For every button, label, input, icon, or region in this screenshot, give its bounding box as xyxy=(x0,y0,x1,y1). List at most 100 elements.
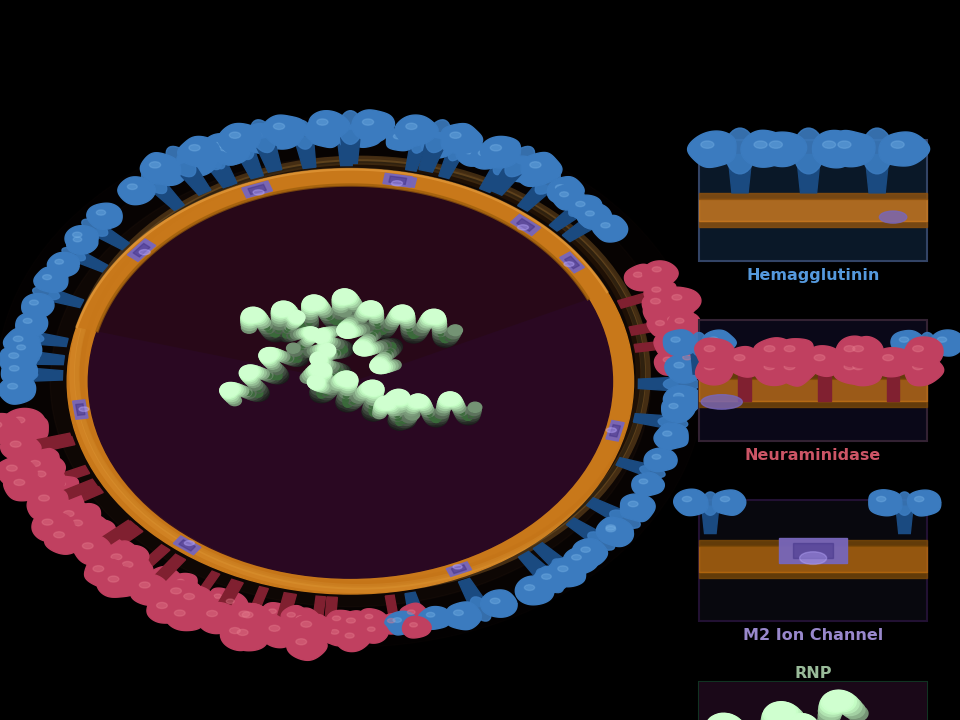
Circle shape xyxy=(423,310,442,323)
Ellipse shape xyxy=(628,501,638,507)
Ellipse shape xyxy=(705,364,715,369)
Circle shape xyxy=(310,362,329,377)
Circle shape xyxy=(337,324,354,337)
Circle shape xyxy=(419,315,435,328)
Ellipse shape xyxy=(900,337,909,342)
Polygon shape xyxy=(896,506,913,534)
Circle shape xyxy=(323,360,336,370)
Polygon shape xyxy=(699,539,927,546)
Circle shape xyxy=(788,714,812,720)
Circle shape xyxy=(335,289,355,304)
Ellipse shape xyxy=(113,549,123,554)
Circle shape xyxy=(371,403,389,417)
Polygon shape xyxy=(255,615,285,637)
Ellipse shape xyxy=(674,393,684,399)
Polygon shape xyxy=(661,296,695,320)
Polygon shape xyxy=(865,155,889,193)
Polygon shape xyxy=(41,466,89,488)
Circle shape xyxy=(366,387,383,400)
Ellipse shape xyxy=(245,611,252,615)
Circle shape xyxy=(267,371,284,384)
Ellipse shape xyxy=(206,611,217,616)
Circle shape xyxy=(367,308,383,320)
Ellipse shape xyxy=(191,593,199,597)
Circle shape xyxy=(362,405,382,420)
Ellipse shape xyxy=(431,140,440,145)
Polygon shape xyxy=(827,130,875,167)
Polygon shape xyxy=(44,523,85,554)
Polygon shape xyxy=(872,348,914,377)
Ellipse shape xyxy=(891,141,904,148)
Circle shape xyxy=(252,387,269,400)
Ellipse shape xyxy=(558,566,568,572)
Ellipse shape xyxy=(505,146,535,176)
Polygon shape xyxy=(150,158,187,185)
Polygon shape xyxy=(552,185,585,210)
Circle shape xyxy=(443,329,460,341)
Circle shape xyxy=(239,367,257,380)
Circle shape xyxy=(433,328,449,340)
Text: Hemagglutinin: Hemagglutinin xyxy=(747,268,879,282)
Circle shape xyxy=(287,354,304,366)
Circle shape xyxy=(324,337,337,347)
Circle shape xyxy=(299,339,311,348)
Ellipse shape xyxy=(285,626,294,631)
Circle shape xyxy=(761,716,784,720)
Circle shape xyxy=(299,328,313,338)
Polygon shape xyxy=(103,554,134,578)
Polygon shape xyxy=(549,205,584,231)
Polygon shape xyxy=(196,603,239,634)
Circle shape xyxy=(380,397,396,410)
Circle shape xyxy=(269,371,286,384)
Circle shape xyxy=(245,307,264,323)
Circle shape xyxy=(358,343,375,356)
Polygon shape xyxy=(632,473,664,496)
Circle shape xyxy=(382,395,399,408)
Polygon shape xyxy=(843,336,883,368)
Polygon shape xyxy=(308,111,349,140)
Polygon shape xyxy=(199,600,227,621)
Circle shape xyxy=(304,327,320,338)
Circle shape xyxy=(337,323,354,336)
Polygon shape xyxy=(655,351,688,375)
Circle shape xyxy=(300,372,316,384)
Polygon shape xyxy=(220,593,248,616)
Circle shape xyxy=(238,387,252,397)
Circle shape xyxy=(385,402,400,413)
Polygon shape xyxy=(390,175,417,187)
Circle shape xyxy=(388,414,408,429)
Ellipse shape xyxy=(269,609,276,613)
Circle shape xyxy=(287,318,301,328)
Circle shape xyxy=(293,343,308,355)
Circle shape xyxy=(393,305,411,319)
Polygon shape xyxy=(503,156,538,182)
Circle shape xyxy=(321,346,335,357)
Polygon shape xyxy=(564,256,580,269)
Polygon shape xyxy=(145,554,185,592)
Circle shape xyxy=(356,338,372,350)
Polygon shape xyxy=(72,513,108,541)
Polygon shape xyxy=(446,562,471,577)
Circle shape xyxy=(399,313,415,325)
Polygon shape xyxy=(133,243,150,257)
Polygon shape xyxy=(81,534,117,562)
Circle shape xyxy=(333,289,352,305)
Circle shape xyxy=(413,396,430,409)
Circle shape xyxy=(332,307,348,319)
Circle shape xyxy=(382,400,399,412)
Circle shape xyxy=(388,390,407,405)
Circle shape xyxy=(336,341,352,354)
Circle shape xyxy=(406,328,425,342)
Circle shape xyxy=(339,380,356,393)
Circle shape xyxy=(317,305,332,318)
Circle shape xyxy=(439,332,457,346)
Circle shape xyxy=(330,348,345,359)
Circle shape xyxy=(271,369,289,382)
Circle shape xyxy=(325,315,345,329)
Circle shape xyxy=(332,297,349,310)
Ellipse shape xyxy=(581,547,590,552)
Polygon shape xyxy=(73,400,88,419)
Circle shape xyxy=(390,307,408,321)
Circle shape xyxy=(282,307,300,320)
Circle shape xyxy=(311,388,331,402)
